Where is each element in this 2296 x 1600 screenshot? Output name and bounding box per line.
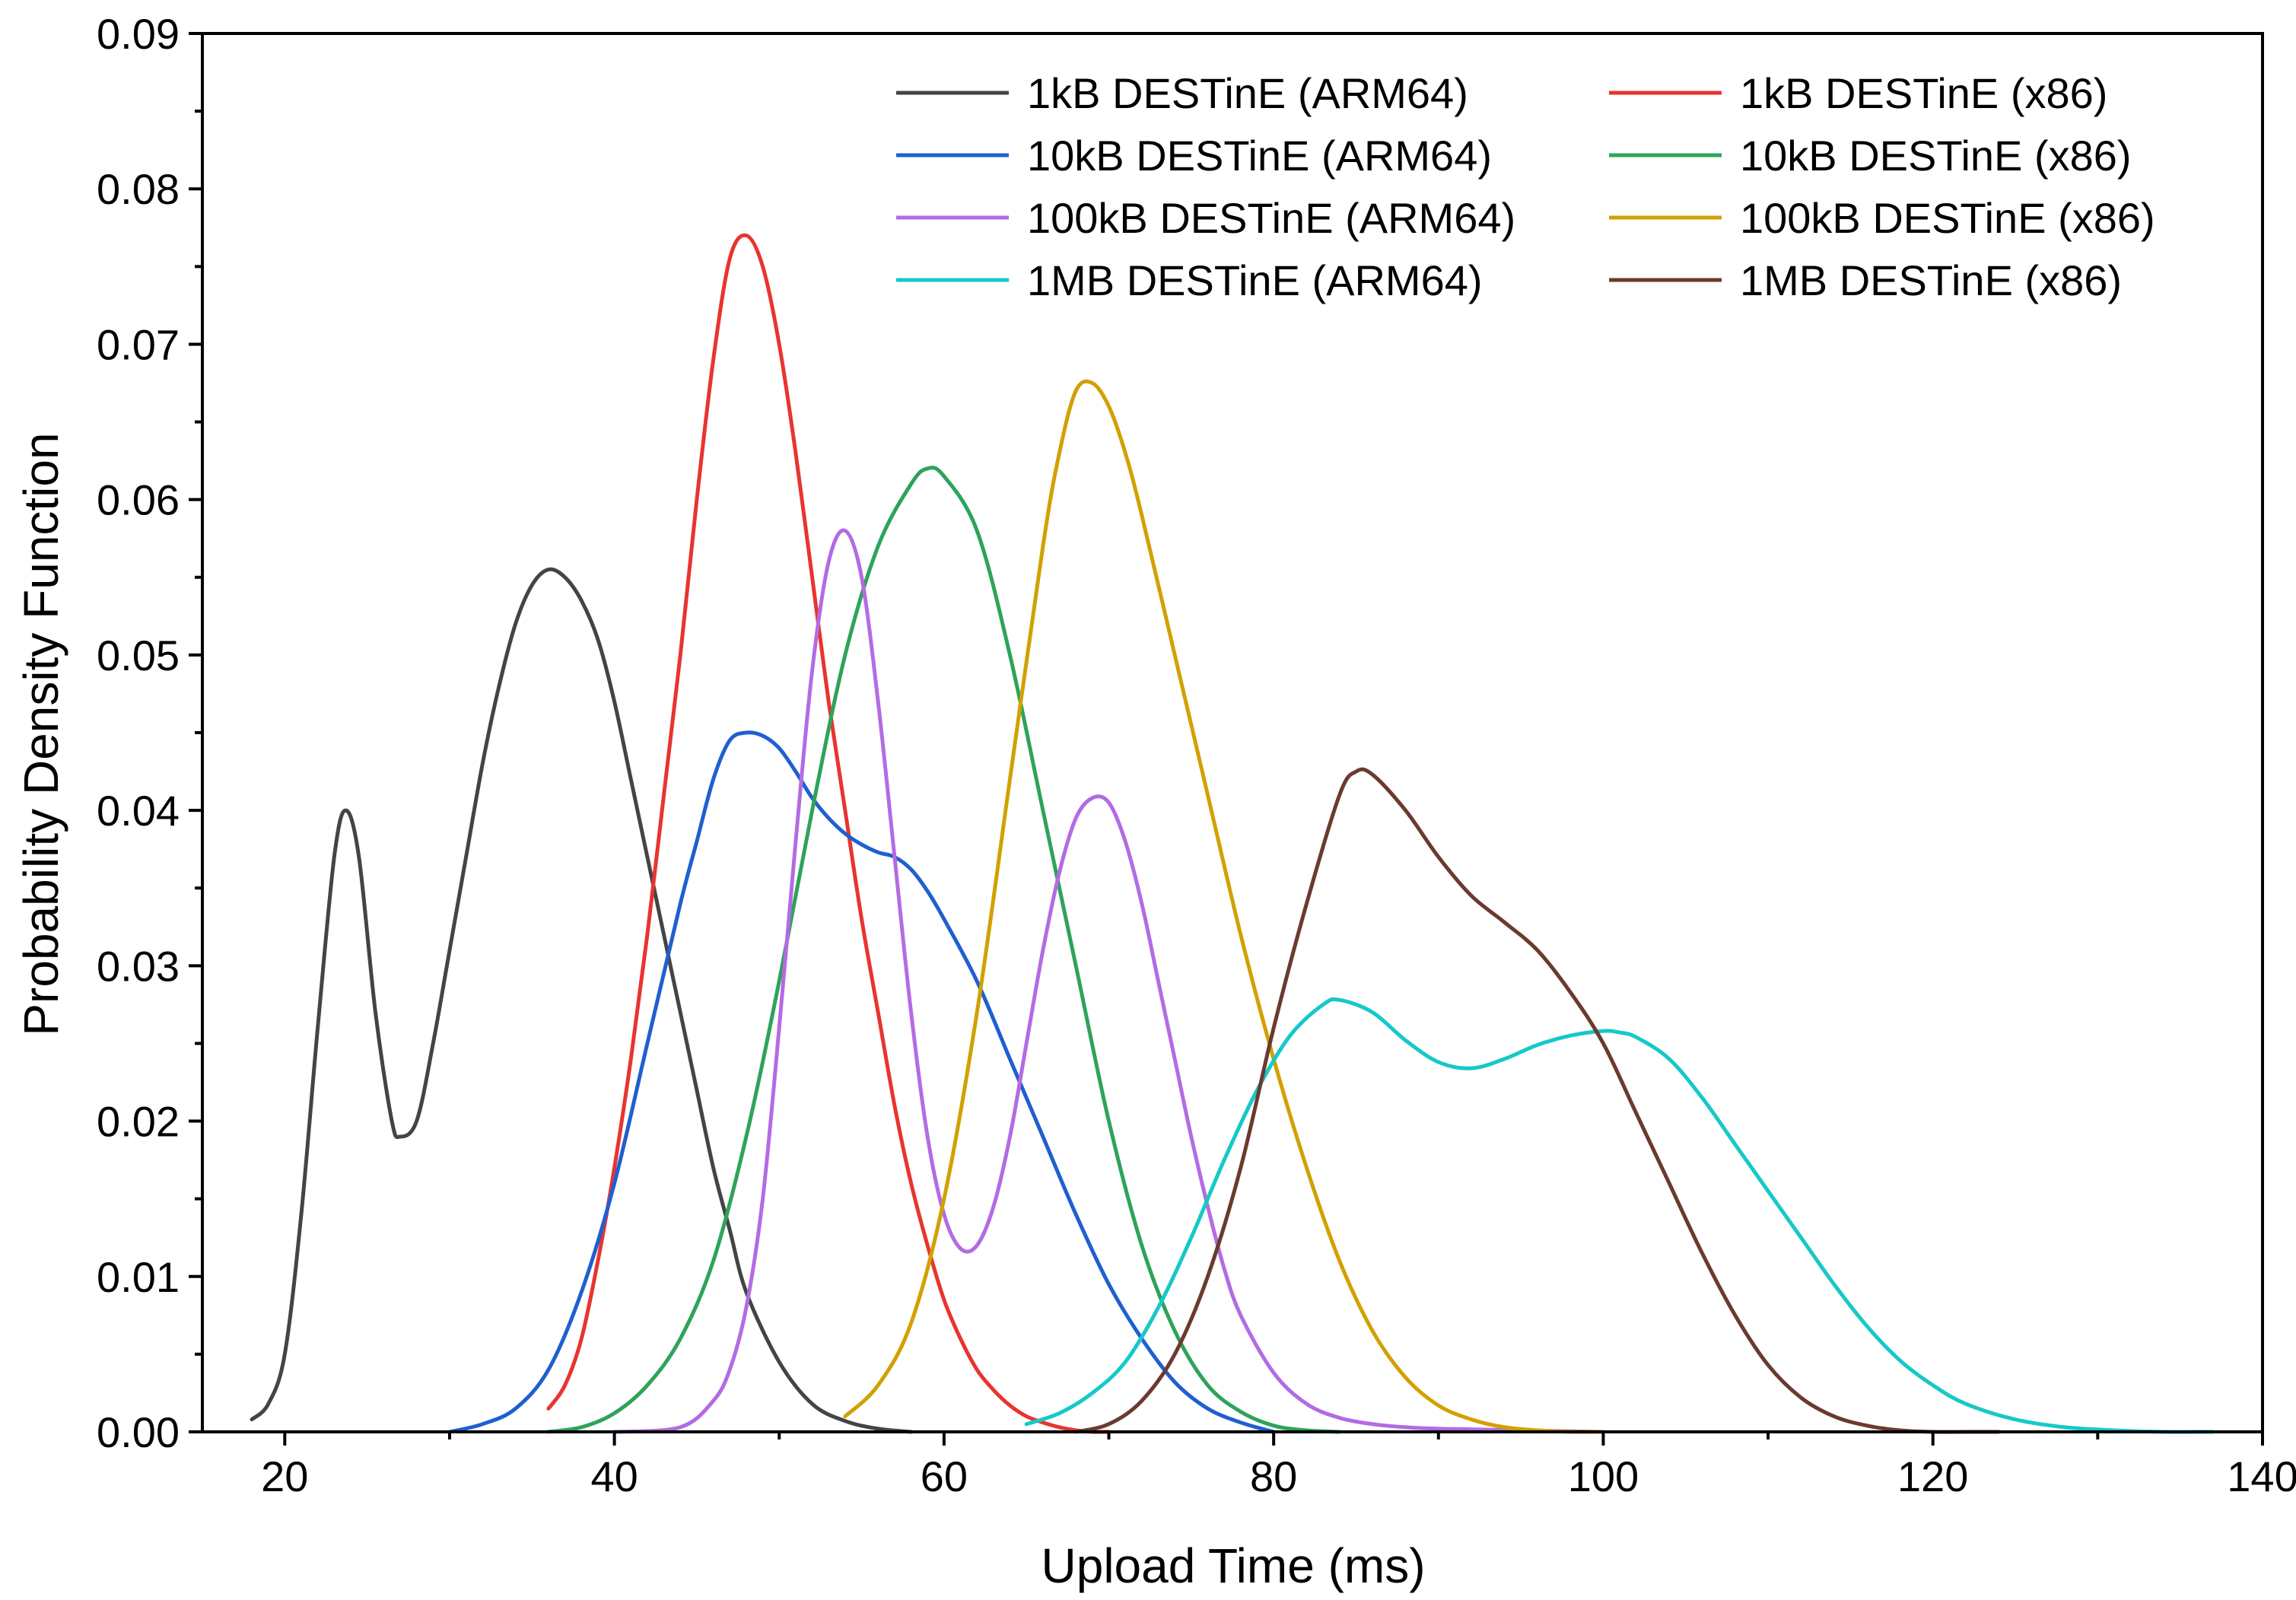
series-line-6 bbox=[843, 379, 1605, 1434]
x-tick-label: 20 bbox=[261, 1452, 308, 1500]
series-line-5 bbox=[612, 528, 1605, 1434]
x-tick-label: 140 bbox=[2227, 1452, 2296, 1500]
y-tick-label: 0.08 bbox=[97, 165, 180, 213]
x-tick-label: 60 bbox=[921, 1452, 968, 1500]
y-tick-label: 0.03 bbox=[97, 942, 180, 990]
tick-layer: 20 40 60 80 100 120 140 0.00 0.01 0.02 0.03 0.04 0.0… bbox=[97, 10, 2296, 1500]
y-tick-label: 0.01 bbox=[97, 1253, 180, 1301]
y-tick-label: 0.06 bbox=[97, 476, 180, 524]
legend-label-6: 100kB DESTinE (x86) bbox=[1740, 194, 2155, 242]
series-layer bbox=[250, 233, 2215, 1434]
series-line-4 bbox=[546, 466, 1342, 1434]
y-tick-label: 0.02 bbox=[97, 1098, 180, 1146]
series-line-7 bbox=[1024, 997, 2215, 1434]
y-tick-label: 0.04 bbox=[97, 787, 180, 835]
series-line-2 bbox=[546, 233, 1111, 1434]
legend-label-8: 1MB DESTinE (x86) bbox=[1740, 256, 2122, 304]
legend-label-1: 1kB DESTinE (ARM64) bbox=[1027, 69, 1468, 117]
y-tick-label: 0.05 bbox=[97, 631, 180, 679]
legend-label-2: 1kB DESTinE (x86) bbox=[1740, 69, 2107, 117]
x-tick-label: 40 bbox=[590, 1452, 638, 1500]
y-tick-label: 0.07 bbox=[97, 320, 180, 368]
series-line-1 bbox=[250, 567, 914, 1434]
series-line-3 bbox=[447, 730, 1276, 1434]
y-tick-label: 0.00 bbox=[97, 1408, 180, 1456]
y-axis-title: Probability Density Function bbox=[14, 432, 68, 1035]
legend-label-4: 10kB DESTinE (x86) bbox=[1740, 132, 2132, 180]
x-axis-title: Upload Time (ms) bbox=[1041, 1538, 1426, 1593]
series-line-8 bbox=[1073, 767, 2001, 1434]
x-tick-label: 120 bbox=[1897, 1452, 1968, 1500]
x-tick-label: 80 bbox=[1250, 1452, 1297, 1500]
legend-label-7: 1MB DESTinE (ARM64) bbox=[1027, 256, 1483, 304]
x-tick-label: 100 bbox=[1568, 1452, 1639, 1500]
legend-label-5: 100kB DESTinE (ARM64) bbox=[1027, 194, 1515, 242]
y-tick-label: 0.09 bbox=[97, 10, 180, 58]
legend: 1kB DESTinE (ARM64) 1kB DESTinE (x86) 10kB… bbox=[896, 69, 2155, 304]
legend-label-3: 10kB DESTinE (ARM64) bbox=[1027, 132, 1492, 180]
